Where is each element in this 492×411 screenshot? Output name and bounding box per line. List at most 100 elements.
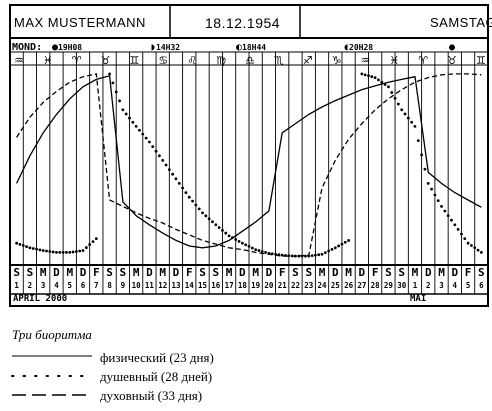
emotional-point xyxy=(51,250,55,254)
day-number: 4 xyxy=(452,281,458,290)
emotional-point xyxy=(201,211,204,215)
emotional-point xyxy=(181,186,185,190)
emotional-point xyxy=(453,223,457,227)
emotional-point xyxy=(144,136,148,140)
emotional-point xyxy=(260,250,264,253)
emotional-point xyxy=(440,205,443,208)
birth-date: 18.12.1954 xyxy=(205,15,281,31)
weekday-letter: S xyxy=(292,266,299,279)
emotional-point xyxy=(25,245,28,249)
zodiac-sign-icon: ♋ xyxy=(158,54,169,67)
day-number: 26 xyxy=(344,281,354,290)
day-number: 21 xyxy=(277,281,287,290)
moon-phase-4: ◖20H28 xyxy=(343,42,374,53)
day-number: 27 xyxy=(357,281,367,290)
emotional-point xyxy=(171,172,175,176)
emotional-point xyxy=(138,128,141,132)
legend-intellectual: духовный (33 дня) xyxy=(8,388,268,403)
emotional-point xyxy=(197,207,201,211)
day-number: 30 xyxy=(397,281,407,290)
zodiac-sign-icon: ♐ xyxy=(302,54,313,67)
emotional-point xyxy=(430,187,433,191)
emotional-point xyxy=(74,250,78,253)
emotional-point xyxy=(377,78,380,82)
zodiac-sign-icon: ♈ xyxy=(71,54,82,67)
day-number: 11 xyxy=(144,281,154,290)
weekday-letter: S xyxy=(478,266,485,279)
emotional-point xyxy=(84,246,88,249)
emotional-point xyxy=(426,182,430,185)
solid-line-sample xyxy=(12,355,92,357)
day-number: 29 xyxy=(383,281,393,290)
weekday-letter: S xyxy=(385,266,392,279)
emotional-point xyxy=(45,249,48,253)
zodiac-sign-icon: ♏ xyxy=(273,54,284,67)
emotional-point xyxy=(340,242,344,246)
day-number: 2 xyxy=(425,281,431,290)
weekday-letter: M xyxy=(132,266,140,279)
emotional-point xyxy=(68,251,72,254)
weekday-letter: D xyxy=(358,266,366,279)
day-number: 20 xyxy=(264,281,274,290)
day-number: 1 xyxy=(412,281,418,290)
day-number: 17 xyxy=(224,281,234,290)
weekday-letter: S xyxy=(26,266,34,279)
weekday-letter: D xyxy=(146,266,153,279)
emotional-point xyxy=(330,248,334,251)
emotional-point xyxy=(134,124,138,128)
emotional-point xyxy=(460,232,463,236)
emotional-point xyxy=(121,108,125,112)
emotional-point xyxy=(114,90,118,94)
zodiac-sign-icon: ♑ xyxy=(331,54,342,67)
emotional-point xyxy=(280,253,284,257)
legend-physical-label: физический (23 дня) xyxy=(100,350,214,365)
day-number: 23 xyxy=(304,281,314,290)
weekday-letter: M xyxy=(225,266,233,279)
emotional-point xyxy=(214,223,218,227)
emotional-point xyxy=(118,99,121,103)
emotional-point xyxy=(387,85,390,89)
month-april: APRIL 2000 xyxy=(13,294,68,304)
emotional-point xyxy=(227,234,231,238)
weekday-letter: D xyxy=(424,266,432,279)
day-number: 7 xyxy=(94,281,99,290)
emotional-point xyxy=(187,195,191,199)
emotional-point xyxy=(254,248,258,252)
emotional-point xyxy=(38,248,42,252)
emotional-point xyxy=(479,251,483,254)
emotional-point xyxy=(317,253,321,257)
day-number: 13 xyxy=(171,281,181,290)
weekday-letter: M xyxy=(66,266,74,279)
day-number: 14 xyxy=(184,281,194,290)
physical-line xyxy=(16,74,482,249)
emotional-point xyxy=(396,102,400,106)
weekday-letter: M xyxy=(159,266,166,279)
emotional-point xyxy=(108,72,111,76)
zodiac-sign-icon: ♓ xyxy=(389,54,400,67)
weekday-letter: D xyxy=(53,266,60,279)
emotional-point xyxy=(91,240,95,243)
day-number: 8 xyxy=(107,281,112,290)
emotional-point xyxy=(443,209,447,213)
weekday-letter: D xyxy=(239,266,246,279)
emotional-point xyxy=(473,246,477,250)
emotional-point xyxy=(433,193,437,197)
day-number: 10 xyxy=(131,281,141,290)
biorhythm-panel: MAX MUSTERMANN 18.12.1954 SAMSTAG MOND: … xyxy=(9,4,492,307)
day-number: 1 xyxy=(14,281,19,290)
emotional-point xyxy=(78,249,82,253)
day-number: 5 xyxy=(67,281,72,290)
emotional-point xyxy=(466,241,470,245)
person-name: MAX MUSTERMANN xyxy=(14,15,146,30)
emotional-point xyxy=(48,250,52,253)
emotional-point xyxy=(234,238,238,241)
moon-phase-3: ◐18H44 xyxy=(236,42,267,53)
emotional-point xyxy=(157,154,161,158)
biorhythm-curves xyxy=(15,72,483,258)
legend-physical: физический (23 дня) xyxy=(8,350,268,365)
intellectual-line xyxy=(16,73,482,257)
zodiac-sign-icon: ♎ xyxy=(245,54,255,67)
emotional-point xyxy=(383,83,387,86)
emotional-point xyxy=(390,91,394,94)
emotional-point xyxy=(231,236,234,240)
